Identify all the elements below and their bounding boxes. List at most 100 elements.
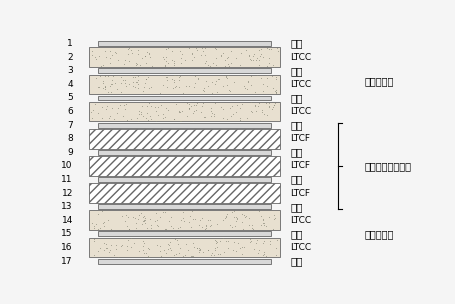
Point xyxy=(162,55,170,60)
Bar xyxy=(89,183,279,203)
Point xyxy=(142,76,150,81)
Point xyxy=(212,240,220,244)
Point xyxy=(168,226,176,231)
Point xyxy=(233,216,240,221)
Point xyxy=(106,114,113,119)
Point xyxy=(214,251,221,256)
Point xyxy=(241,215,248,219)
Point xyxy=(252,57,259,62)
Point xyxy=(266,241,273,246)
Point xyxy=(269,64,277,69)
Point xyxy=(176,49,183,54)
Point xyxy=(228,60,235,65)
Point xyxy=(270,212,277,217)
Point xyxy=(151,105,158,110)
Point xyxy=(211,246,218,250)
Text: 磁性元器件布置层: 磁性元器件布置层 xyxy=(364,161,410,171)
Point xyxy=(162,59,170,64)
Point xyxy=(244,79,251,84)
Point xyxy=(186,105,193,110)
Point xyxy=(230,209,237,213)
Point xyxy=(139,218,147,223)
Point xyxy=(260,220,268,225)
Point xyxy=(159,209,166,214)
Point xyxy=(159,115,166,120)
Point xyxy=(226,223,233,228)
Point xyxy=(121,61,128,66)
Point xyxy=(269,103,277,108)
Point xyxy=(105,116,112,121)
Point xyxy=(244,53,252,58)
Point xyxy=(119,114,126,119)
Point xyxy=(165,242,172,247)
Point xyxy=(94,227,101,232)
Point xyxy=(208,110,215,115)
Point xyxy=(248,223,255,227)
Point xyxy=(134,216,142,221)
Point xyxy=(261,224,268,229)
Point xyxy=(242,214,249,219)
Point xyxy=(123,248,131,253)
Point xyxy=(141,220,148,225)
Point xyxy=(147,226,154,230)
Point xyxy=(217,54,224,59)
Point xyxy=(199,101,207,105)
Point xyxy=(172,251,179,256)
Point xyxy=(147,85,154,90)
Point xyxy=(217,105,224,110)
Text: 4: 4 xyxy=(67,80,73,89)
Point xyxy=(91,238,98,243)
Point xyxy=(104,90,111,95)
Point xyxy=(171,237,178,241)
Point xyxy=(154,105,162,109)
Point xyxy=(193,47,201,52)
Point xyxy=(129,80,136,85)
Point xyxy=(263,75,270,80)
Point xyxy=(225,63,233,68)
Point xyxy=(185,105,192,110)
Point xyxy=(134,52,142,57)
Point xyxy=(172,102,179,106)
Point xyxy=(129,84,136,88)
Point xyxy=(208,80,216,85)
Point xyxy=(174,241,182,246)
Point xyxy=(221,58,228,63)
Point xyxy=(94,84,101,89)
Bar xyxy=(97,68,270,73)
Point xyxy=(126,58,133,63)
Point xyxy=(219,236,226,241)
Point xyxy=(211,101,218,105)
Point xyxy=(143,226,151,230)
Point xyxy=(139,113,147,118)
Point xyxy=(260,111,267,116)
Point xyxy=(94,110,101,115)
Point xyxy=(101,85,109,89)
Point xyxy=(100,240,107,245)
Point xyxy=(192,102,199,107)
Point xyxy=(142,77,149,82)
Point xyxy=(134,73,142,78)
Point xyxy=(256,54,263,59)
Point xyxy=(127,48,134,53)
Point xyxy=(144,117,151,122)
Point xyxy=(142,60,150,65)
Bar xyxy=(89,210,279,230)
Point xyxy=(257,223,264,228)
Point xyxy=(259,223,267,227)
Point xyxy=(245,54,252,59)
Point xyxy=(219,106,226,111)
Point xyxy=(152,109,159,114)
Point xyxy=(192,246,200,250)
Point xyxy=(99,62,106,67)
Point xyxy=(165,218,172,223)
Point xyxy=(176,250,183,255)
Bar xyxy=(97,259,270,264)
Point xyxy=(239,226,247,231)
Point xyxy=(142,116,149,121)
Point xyxy=(117,89,125,94)
Point xyxy=(178,52,186,57)
Point xyxy=(177,55,184,60)
Point xyxy=(110,253,117,258)
Point xyxy=(202,59,209,64)
Point xyxy=(92,221,100,226)
